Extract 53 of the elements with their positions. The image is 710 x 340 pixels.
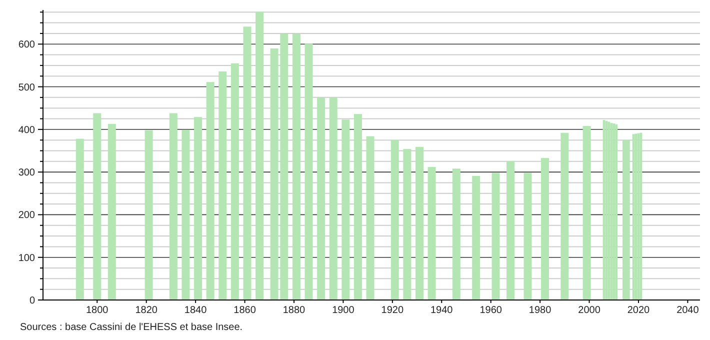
y-tick-label: 200 (18, 210, 36, 222)
bar (415, 146, 424, 300)
x-tick-label: 1860 (234, 305, 256, 316)
x-tick-label: 1820 (135, 305, 158, 316)
bar (403, 149, 412, 300)
bar (206, 82, 214, 300)
bar (472, 176, 480, 300)
bar (182, 130, 190, 300)
bar (390, 140, 399, 300)
bar (428, 166, 436, 300)
bar (93, 113, 102, 300)
bar (292, 34, 300, 300)
bar (342, 120, 350, 300)
bar (76, 138, 84, 300)
x-tick-label: 1920 (381, 305, 404, 316)
bar (169, 113, 178, 300)
x-tick-label: 1940 (430, 305, 454, 316)
bar (230, 63, 239, 300)
bar (329, 97, 338, 300)
bar (243, 26, 252, 300)
x-tick-label: 1800 (86, 305, 109, 316)
bar (354, 114, 362, 300)
bar (582, 126, 591, 300)
bar (492, 172, 500, 300)
x-tick-label: 2000 (578, 305, 601, 316)
bar (622, 140, 630, 300)
x-tick-label: 2020 (627, 305, 650, 316)
y-tick-label: 100 (18, 252, 36, 264)
y-tick-label: 500 (18, 82, 36, 94)
bar (194, 117, 202, 300)
x-tick-label: 1900 (332, 305, 355, 316)
bar (366, 136, 374, 300)
bar (304, 44, 313, 300)
y-tick-label: 600 (18, 40, 36, 51)
source-note: Sources : base Cassini de l'EHESS et base Insee. (20, 322, 243, 333)
bar (452, 168, 460, 300)
bar (144, 130, 153, 300)
bar (540, 158, 549, 300)
x-tick-label: 1960 (480, 305, 502, 316)
y-tick-label: 0 (29, 296, 36, 306)
x-tick-label: 2040 (676, 305, 700, 316)
bar (108, 124, 116, 300)
y-tick-label: 300 (18, 168, 36, 179)
bar (506, 160, 515, 300)
x-tick-label: 1980 (528, 305, 552, 316)
bar (317, 97, 326, 300)
x-tick-label: 1840 (184, 305, 208, 316)
bar (218, 71, 227, 300)
x-tick-label: 1880 (282, 305, 306, 316)
bar (256, 12, 264, 300)
bar (560, 132, 569, 300)
bar (524, 172, 532, 300)
y-tick-label: 400 (18, 124, 36, 136)
